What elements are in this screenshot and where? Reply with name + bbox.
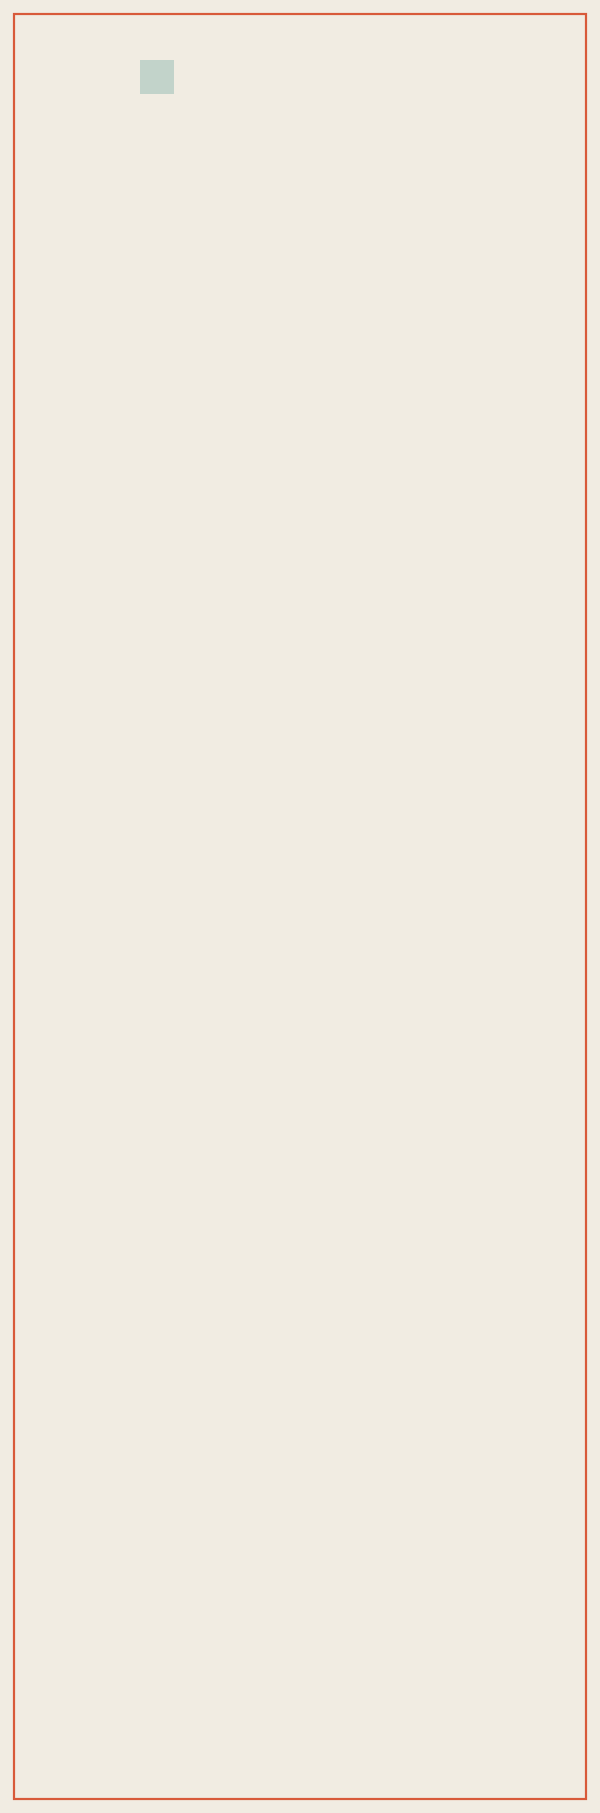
stacked-bar-chart — [0, 0, 600, 1813]
legend-swatch-srd — [140, 60, 174, 94]
